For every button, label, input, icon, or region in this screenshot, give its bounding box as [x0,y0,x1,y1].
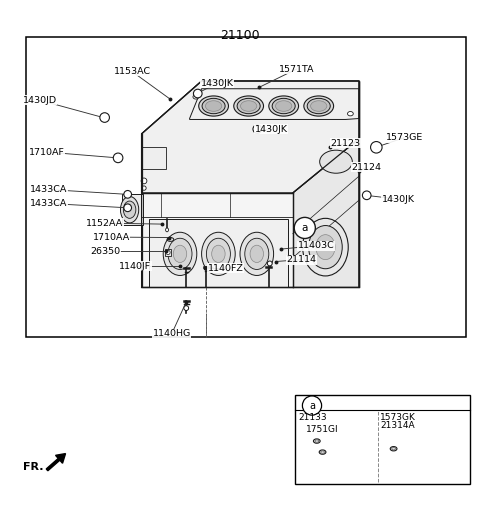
Circle shape [253,125,262,133]
Ellipse shape [392,447,396,450]
Polygon shape [165,249,171,256]
Text: 1153AC: 1153AC [113,67,151,76]
Text: 21100: 21100 [220,29,260,43]
Circle shape [124,204,132,212]
Ellipse shape [173,245,187,262]
Text: 1710AA: 1710AA [93,233,130,242]
FancyArrow shape [46,454,66,471]
Text: 1430JK: 1430JK [382,195,415,204]
Ellipse shape [166,250,170,255]
Circle shape [193,89,202,98]
Polygon shape [122,194,143,225]
Text: 11403C: 11403C [298,241,334,250]
Ellipse shape [307,98,330,114]
Text: 1430JK: 1430JK [255,124,288,133]
Circle shape [294,217,315,238]
Text: 1433CA: 1433CA [30,185,68,194]
Ellipse shape [348,111,353,116]
Bar [26,37,466,337]
Text: 1140FZ: 1140FZ [208,264,243,273]
Circle shape [100,113,109,122]
Text: 1433CA: 1433CA [30,199,68,208]
Ellipse shape [166,228,168,232]
Text: 26350: 26350 [91,247,120,256]
Polygon shape [142,193,293,288]
Polygon shape [142,81,359,193]
Ellipse shape [142,186,146,190]
Ellipse shape [123,201,136,218]
Circle shape [124,191,132,198]
Text: 1140JF: 1140JF [120,262,151,271]
Text: 1571TA: 1571TA [279,65,314,74]
Ellipse shape [168,238,192,269]
Text: a: a [301,223,308,233]
Ellipse shape [240,232,274,276]
Ellipse shape [237,98,260,114]
Text: FR.: FR. [23,461,44,471]
Text: 21124: 21124 [351,163,381,172]
Ellipse shape [202,98,225,114]
Text: 1573GE: 1573GE [385,133,423,142]
Circle shape [371,142,382,153]
Text: 1140HG: 1140HG [153,329,191,338]
Ellipse shape [212,245,225,262]
Ellipse shape [205,101,222,111]
Ellipse shape [234,96,264,116]
Text: 1430JD: 1430JD [23,96,57,105]
Ellipse shape [245,238,269,269]
Polygon shape [149,219,288,287]
Ellipse shape [272,98,295,114]
Ellipse shape [304,96,334,116]
Bar [295,395,470,484]
Ellipse shape [193,94,199,99]
Circle shape [302,396,322,415]
Ellipse shape [313,439,320,443]
Ellipse shape [302,218,348,276]
Text: 21314A: 21314A [380,421,415,430]
Ellipse shape [320,150,352,173]
Text: 21123: 21123 [331,139,360,148]
Text: 1430JK: 1430JK [201,79,233,88]
Ellipse shape [163,232,197,276]
Ellipse shape [315,440,319,442]
Ellipse shape [202,232,235,276]
Polygon shape [142,81,359,193]
Text: a: a [309,401,315,411]
Ellipse shape [311,101,327,111]
Ellipse shape [250,245,264,262]
Text: 21114: 21114 [287,255,316,264]
Ellipse shape [206,238,230,269]
Text: 1573GK: 1573GK [380,413,415,422]
Circle shape [362,191,371,200]
Ellipse shape [267,261,272,266]
Text: 1152AA: 1152AA [86,218,123,228]
Ellipse shape [120,196,139,223]
Ellipse shape [316,235,335,260]
Ellipse shape [184,306,189,310]
Ellipse shape [141,178,147,184]
Text: 1710AF: 1710AF [29,148,65,156]
Ellipse shape [269,96,299,116]
Ellipse shape [319,450,326,454]
Polygon shape [142,148,166,169]
Ellipse shape [240,101,257,111]
Text: 21133: 21133 [299,413,327,422]
Ellipse shape [199,96,228,116]
Polygon shape [293,139,359,288]
Text: 1751GI: 1751GI [306,425,339,434]
Ellipse shape [390,447,397,451]
Circle shape [113,153,123,163]
Ellipse shape [321,451,324,453]
Ellipse shape [309,226,342,269]
Ellipse shape [276,101,292,111]
